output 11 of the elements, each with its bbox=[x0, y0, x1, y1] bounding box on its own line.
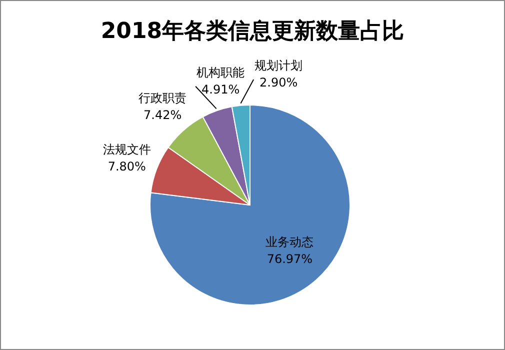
slice-label: 行政职责 bbox=[138, 91, 187, 106]
slice-label: 业务动态 bbox=[266, 234, 314, 249]
chart-title: 2018年各类信息更新数量占比 bbox=[100, 18, 404, 44]
data-label: 4.91% bbox=[202, 82, 240, 96]
data-label: 2.90% bbox=[260, 76, 298, 90]
data-label: 7.80% bbox=[108, 159, 146, 174]
data-label: 7.42% bbox=[144, 108, 182, 122]
slice-label: 法规文件 bbox=[102, 142, 151, 156]
slice-label: 规划计划 bbox=[254, 58, 303, 73]
data-label: 76.97% bbox=[266, 252, 313, 266]
slice-label: 机构职能 bbox=[196, 65, 245, 80]
